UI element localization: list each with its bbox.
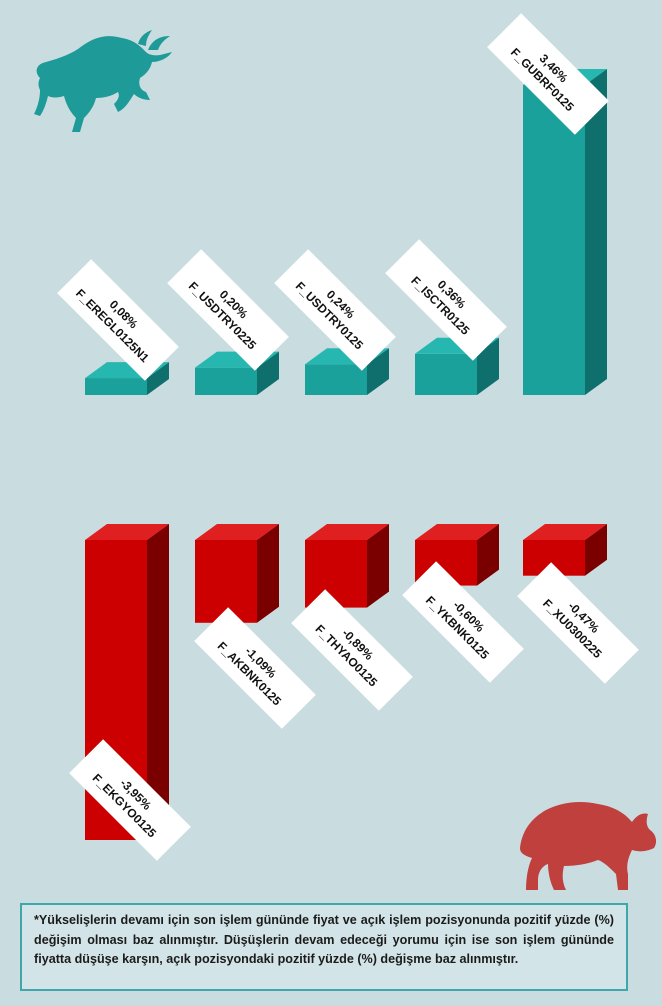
footnote: *Yükselişlerin devamı için son işlem gün… (20, 903, 628, 991)
bear-icon (520, 802, 657, 890)
bull-icon (34, 30, 172, 132)
bar-f-xu0300225 (523, 524, 607, 576)
data-label-f-xu0300225: -0,47%F_XU0300225 (517, 562, 639, 684)
bar-f-thyao0125 (305, 524, 389, 608)
bar-f-akbnk0125 (195, 524, 279, 623)
bars-layer (85, 69, 607, 840)
